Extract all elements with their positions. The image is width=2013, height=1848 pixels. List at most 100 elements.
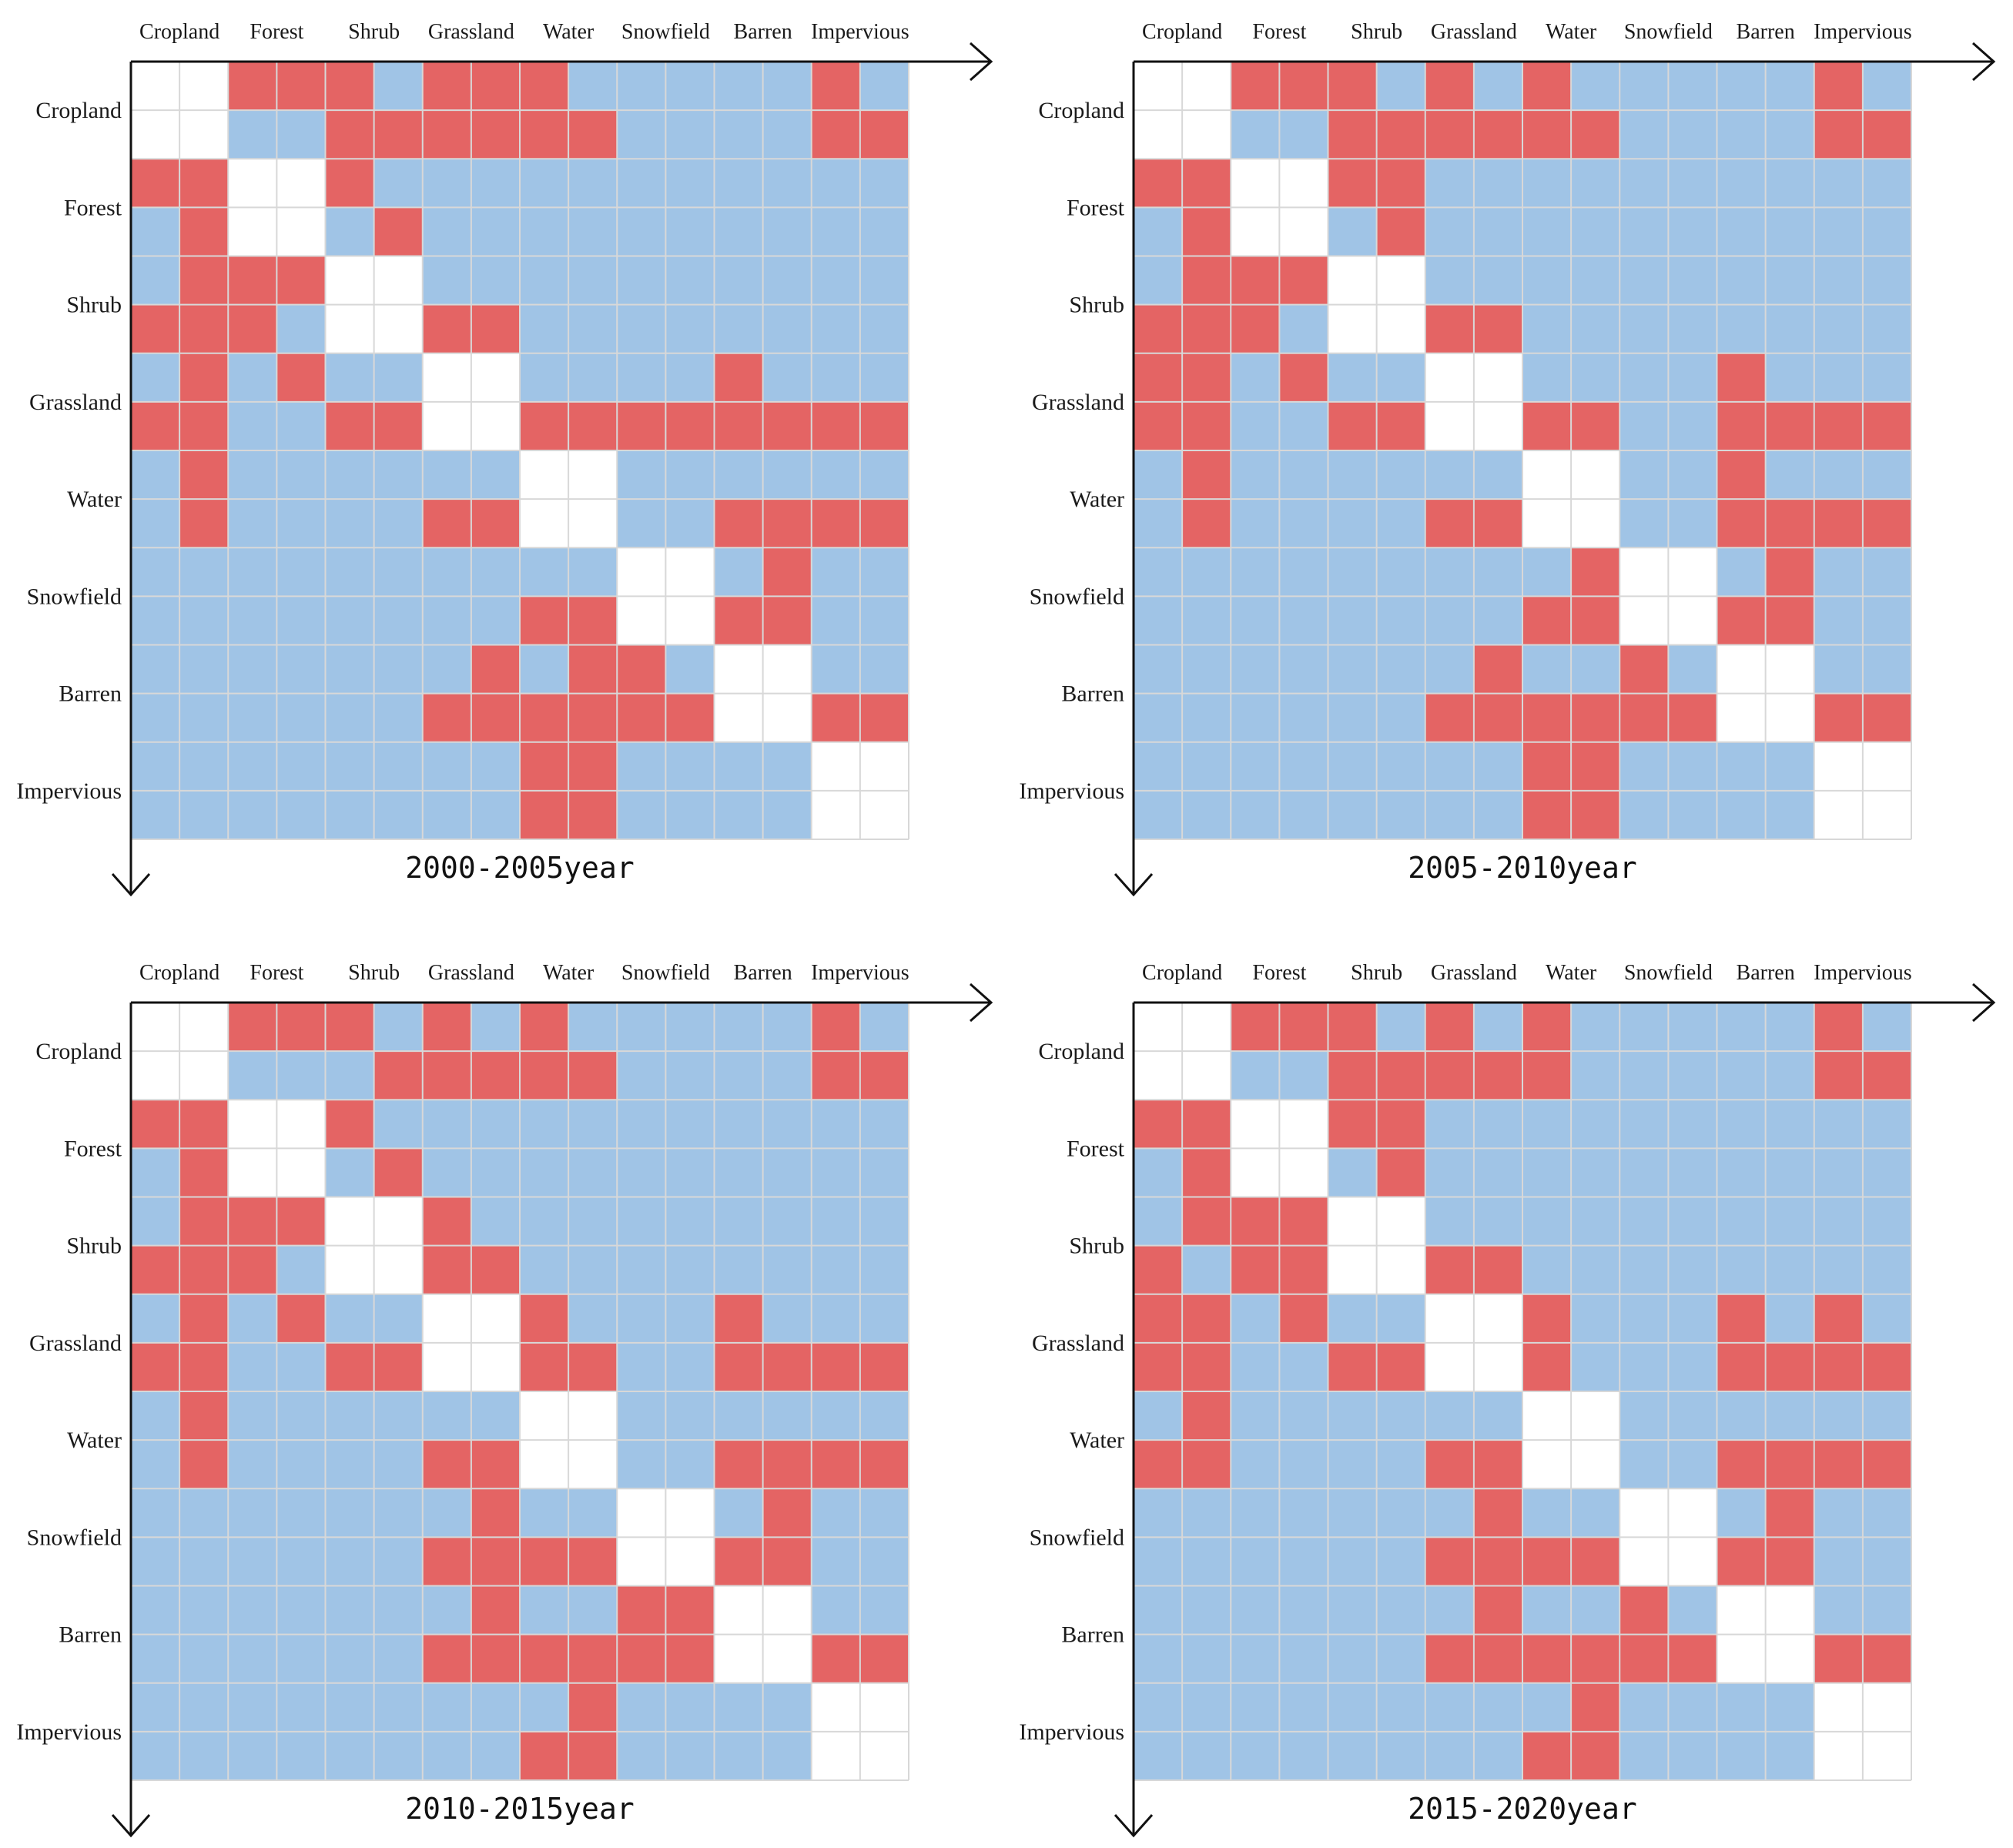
heatmap-cell-r5-c2 xyxy=(1231,304,1280,353)
heatmap-cell-r2-c4 xyxy=(325,159,374,208)
heatmap-cell-r11-c7 xyxy=(1473,596,1523,645)
heatmap-cell-r1-c10 xyxy=(617,110,666,159)
heatmap-cell-r7-c2 xyxy=(1231,401,1280,451)
heatmap-cell-r9-c3 xyxy=(276,1440,326,1489)
heatmap-cell-r5-c2 xyxy=(1231,1245,1280,1294)
heatmap-cell-r12-c9 xyxy=(568,1585,618,1635)
heatmap-cell-r5-c1 xyxy=(1182,1245,1231,1294)
heatmap-cell-r12-c1 xyxy=(1182,644,1231,694)
heatmap-cell-r4-c0 xyxy=(1134,256,1183,305)
heatmap-cell-r12-c14 xyxy=(1814,644,1863,694)
axes xyxy=(1114,42,1996,897)
heatmap-cell-r7-c5 xyxy=(1376,401,1425,451)
heatmap-cell-r0-c9 xyxy=(568,62,618,111)
heatmap-cell-r9-c7 xyxy=(1473,1440,1523,1489)
column-label: Cropland xyxy=(139,20,219,44)
heatmap-cell-r13-c2 xyxy=(228,1634,277,1683)
heatmap-cell-r4-c8 xyxy=(520,256,569,305)
heatmap-cell-r14-c8 xyxy=(520,742,569,791)
heatmap-cell-r2-c11 xyxy=(1668,159,1717,208)
heatmap-cell-r0-c6 xyxy=(1425,62,1474,111)
heatmap-cell-r7-c15 xyxy=(1862,1342,1912,1392)
heatmap-cell-r9-c1 xyxy=(1182,499,1231,548)
heatmap-cell-r2-c12 xyxy=(714,159,763,208)
heatmap-cell-r6-c2 xyxy=(1231,353,1280,402)
heatmap-cell-r15-c13 xyxy=(762,1731,812,1781)
heatmap-cell-r2-c11 xyxy=(1668,1100,1717,1149)
heatmap-cell-r12-c2 xyxy=(228,644,277,694)
heatmap-cell-r13-c14 xyxy=(1814,1634,1863,1683)
heatmap-cell-r0-c12 xyxy=(1717,1003,1766,1052)
heatmap-cell-r6-c15 xyxy=(1862,353,1912,402)
heatmap-cell-r8-c14 xyxy=(811,450,860,500)
heatmap-cell-r0-c14 xyxy=(811,62,860,111)
heatmap-cell-r4-c12 xyxy=(714,1197,763,1246)
row-label: Cropland xyxy=(1038,1039,1124,1064)
heatmap-cell-r15-c6 xyxy=(422,1731,471,1781)
heatmap-cell-r12-c13 xyxy=(1765,644,1814,694)
column-label: Cropland xyxy=(139,961,219,985)
heatmap-cell-r12-c5 xyxy=(1376,644,1425,694)
heatmap-cell-r8-c13 xyxy=(1765,450,1814,500)
heatmap-cell-r15-c5 xyxy=(373,1731,423,1781)
heatmap-cell-r4-c6 xyxy=(1425,256,1474,305)
heatmap-cell-r2-c13 xyxy=(1765,159,1814,208)
heatmap-cell-r3-c14 xyxy=(1814,207,1863,256)
heatmap-cell-r15-c8 xyxy=(1522,1731,1572,1781)
heatmap-cell-r8-c9 xyxy=(1571,1391,1620,1441)
heatmap-cell-r9-c6 xyxy=(1425,499,1474,548)
heatmap-cell-r4-c13 xyxy=(762,256,812,305)
heatmap-cell-r7-c6 xyxy=(1425,401,1474,451)
heatmap-cell-r2-c14 xyxy=(811,1100,860,1149)
heatmap-cell-r5-c5 xyxy=(1376,304,1425,353)
y-axis-arrow-icon xyxy=(1114,1814,1154,1838)
heatmap-cell-r15-c5 xyxy=(1376,1731,1425,1781)
heatmap-cell-r8-c15 xyxy=(1862,1391,1912,1441)
heatmap-cell-r11-c14 xyxy=(1814,1537,1863,1586)
heatmap-cell-r8-c0 xyxy=(1134,450,1183,500)
heatmap-cell-r13-c2 xyxy=(1231,693,1280,742)
heatmap-cell-r0-c14 xyxy=(1814,62,1863,111)
heatmap-cell-r9-c9 xyxy=(1571,499,1620,548)
heatmap-cell-r2-c0 xyxy=(1134,1100,1183,1149)
heatmap-cell-r8-c2 xyxy=(228,1391,277,1441)
heatmap-cell-r6-c6 xyxy=(1425,1294,1474,1343)
heatmap-cell-r15-c7 xyxy=(1473,790,1523,840)
heatmap-cell-r14-c2 xyxy=(228,1682,277,1732)
heatmap-cell-r14-c4 xyxy=(325,742,374,791)
heatmap-cell-r14-c10 xyxy=(1619,1682,1669,1732)
heatmap-cell-r6-c15 xyxy=(859,1294,909,1343)
heatmap-cell-r15-c7 xyxy=(1473,1731,1523,1781)
heatmap-cell-r12-c9 xyxy=(1571,644,1620,694)
heatmap-cell-r4-c7 xyxy=(1473,256,1523,305)
heatmap-cell-r2-c3 xyxy=(276,1100,326,1149)
row-label: Grassland xyxy=(29,1331,122,1356)
heatmap-cell-r8-c8 xyxy=(1522,450,1572,500)
heatmap-cell-r7-c8 xyxy=(1522,401,1572,451)
row-label: Barren xyxy=(59,1622,122,1648)
heatmap-cell-r11-c5 xyxy=(373,596,423,645)
grid-lines xyxy=(1134,1003,1912,1781)
heatmap-cell-r3-c10 xyxy=(1619,1148,1669,1197)
heatmap-cell-r8-c0 xyxy=(131,1391,180,1441)
heatmap-cell-r13-c6 xyxy=(1425,1634,1474,1683)
axes xyxy=(111,983,993,1838)
heatmap-cell-r7-c9 xyxy=(568,401,618,451)
heatmap-cell-r0-c8 xyxy=(520,1003,569,1052)
heatmap-cell-r3-c9 xyxy=(1571,207,1620,256)
heatmap-cell-r3-c12 xyxy=(1717,1148,1766,1197)
heatmap-cell-r7-c14 xyxy=(811,1342,860,1392)
row-label: Water xyxy=(67,487,122,512)
heatmap-cell-r3-c4 xyxy=(1328,207,1377,256)
heatmap-cell-r0-c13 xyxy=(1765,1003,1814,1052)
heatmap-cell-r3-c12 xyxy=(714,207,763,256)
heatmap-cell-r2-c3 xyxy=(1279,159,1328,208)
heatmap-cell-r4-c3 xyxy=(276,256,326,305)
heatmap-cell-r13-c3 xyxy=(1279,693,1328,742)
column-label: Cropland xyxy=(1142,961,1222,985)
heatmap-cell-r14-c1 xyxy=(1182,742,1231,791)
heatmap-cell-r14-c0 xyxy=(131,742,180,791)
heatmap-cell-r3-c1 xyxy=(179,1148,229,1197)
heatmap-cell-r1-c2 xyxy=(228,1051,277,1100)
heatmap-cell-r8-c10 xyxy=(1619,450,1669,500)
